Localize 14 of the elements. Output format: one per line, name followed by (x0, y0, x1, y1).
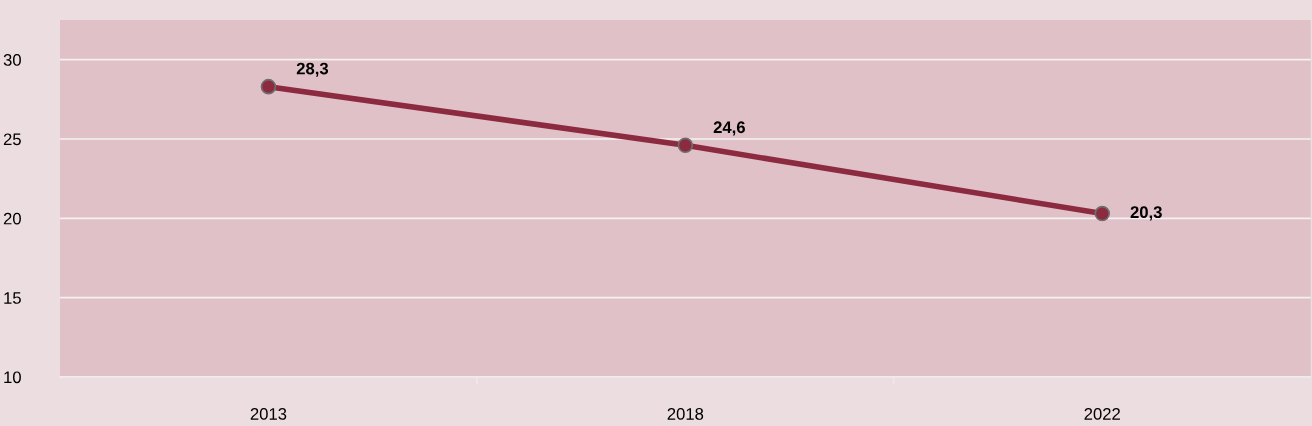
y-tick-label: 15 (4, 292, 21, 304)
data-label: 24,6 (713, 121, 745, 136)
data-label: 28,3 (296, 62, 329, 77)
point (677, 137, 694, 154)
y-tick-label: 20 (3, 212, 21, 225)
y-tick-label: 25 (3, 133, 21, 146)
point (1094, 205, 1111, 222)
y-tick-label: 30 (3, 54, 21, 66)
x-tick-label: 2013 (250, 408, 287, 420)
data-label: 20,3 (1130, 206, 1162, 221)
x-tick-label: 2022 (1084, 408, 1120, 420)
x-tick-label: 2018 (667, 408, 704, 420)
y-tick-label: 10 (4, 371, 21, 384)
point (260, 78, 277, 95)
